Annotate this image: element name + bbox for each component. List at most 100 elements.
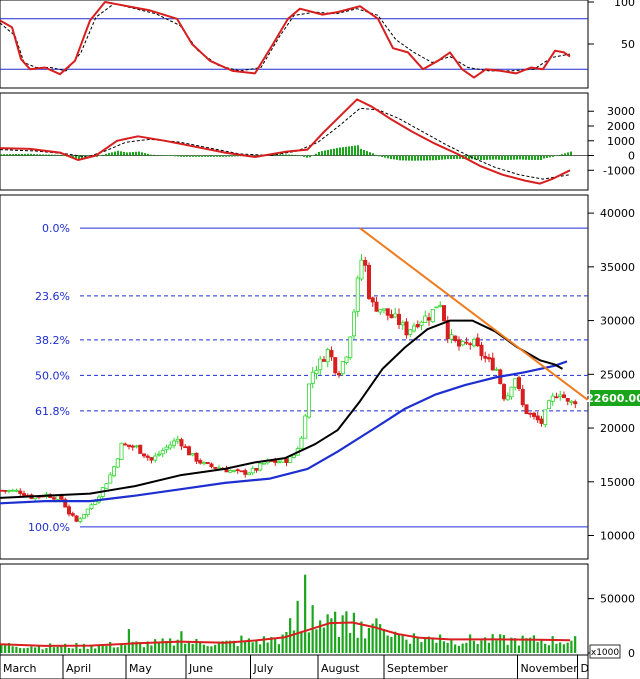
volume-bar xyxy=(544,643,547,653)
candle-body xyxy=(344,356,349,363)
volume-bar xyxy=(487,642,490,653)
macd-histogram-bar xyxy=(519,155,521,160)
macd-histogram-bar xyxy=(357,145,359,156)
candle-body xyxy=(231,470,236,472)
macd-histogram-bar xyxy=(366,151,368,156)
macd-histogram-bar xyxy=(492,155,494,160)
volume-tick-label: 50000 xyxy=(600,593,635,606)
macd-histogram-bar xyxy=(336,148,338,156)
volume-bar xyxy=(7,642,10,653)
volume-bar xyxy=(495,640,498,653)
volume-bar xyxy=(334,611,337,653)
price-tag-label: 22600.00 xyxy=(586,392,640,405)
macd-histogram-bar xyxy=(3,154,5,156)
candle-body xyxy=(104,483,109,489)
volume-bar xyxy=(232,640,235,653)
candle-body xyxy=(400,322,405,326)
volume-bar xyxy=(206,646,209,653)
volume-bar xyxy=(375,618,378,653)
volume-bar xyxy=(150,645,153,653)
candle-body xyxy=(359,259,364,280)
volume-bar xyxy=(352,612,355,653)
macd-histogram-bar xyxy=(198,155,200,157)
candle-body xyxy=(396,313,401,326)
macd-histogram-bar xyxy=(177,155,179,157)
candle-body xyxy=(138,444,143,454)
candle-body xyxy=(393,313,398,318)
macd-histogram-bar xyxy=(213,155,215,157)
candle-body xyxy=(235,469,240,472)
volume-bar xyxy=(52,647,55,653)
macd-histogram-bar xyxy=(126,152,128,156)
macd-histogram-bar xyxy=(111,152,113,156)
volume-bar xyxy=(97,645,100,653)
volume-bar xyxy=(22,648,25,653)
macd-histogram-bar xyxy=(351,146,353,156)
volume-bar xyxy=(574,636,577,653)
macd-histogram-bar xyxy=(63,155,65,157)
volume-bar xyxy=(532,635,535,653)
macd-histogram-bar xyxy=(273,154,275,156)
volume-bar xyxy=(262,636,265,653)
macd-histogram-bar xyxy=(0,154,2,156)
candle-body xyxy=(325,349,330,363)
macd-histogram-bar xyxy=(12,154,14,156)
volume-bar xyxy=(416,638,419,653)
macd-histogram-bar xyxy=(288,154,290,156)
candle-body xyxy=(149,457,154,461)
volume-bar xyxy=(30,646,33,653)
volume-bar xyxy=(397,634,400,653)
macd-histogram-bar xyxy=(156,154,158,156)
candle-body xyxy=(363,260,368,266)
macd-histogram-bar xyxy=(99,155,101,157)
candle-body xyxy=(198,460,203,464)
macd-histogram-bar xyxy=(201,155,203,157)
candle-body xyxy=(171,440,176,446)
volume-bar xyxy=(221,641,224,653)
candle-body xyxy=(67,506,72,515)
macd-histogram-bar xyxy=(237,155,239,157)
candle-body xyxy=(134,445,139,448)
volume-bar xyxy=(60,645,63,653)
volume-scale-box xyxy=(589,644,621,659)
macd-histogram-bar xyxy=(567,152,569,156)
candle-body xyxy=(273,460,278,463)
macd-histogram-bar xyxy=(15,153,17,156)
volume-bar xyxy=(476,644,479,653)
candle-body xyxy=(89,504,94,509)
macd-histogram-bar xyxy=(453,155,455,159)
volume-bar xyxy=(330,618,333,653)
macd-histogram-bar xyxy=(432,155,434,161)
candle-body xyxy=(558,394,563,398)
macd-histogram-bar xyxy=(405,155,407,161)
macd-histogram-bar xyxy=(54,154,56,156)
macd-histogram-bar xyxy=(402,155,404,161)
macd-histogram-bar xyxy=(165,155,167,157)
candle-body xyxy=(201,462,206,465)
volume-bar xyxy=(405,639,408,653)
volume-bar xyxy=(187,641,190,653)
macd-histogram-bar xyxy=(450,155,452,160)
volume-bar xyxy=(79,648,82,653)
candle-body xyxy=(209,463,214,468)
candle-body xyxy=(547,400,552,410)
candle-body xyxy=(70,513,75,516)
macd-histogram-bar xyxy=(411,155,413,161)
macd-histogram-bar xyxy=(204,155,206,157)
candle-body xyxy=(453,335,458,341)
volume-bar xyxy=(465,642,468,653)
volume-bar xyxy=(15,646,18,653)
volume-bar xyxy=(277,644,280,653)
volume-bar xyxy=(360,621,363,653)
x-axis-strip xyxy=(0,654,589,679)
volume-ma-line xyxy=(0,621,571,647)
candle-body xyxy=(93,501,98,505)
volume-bar xyxy=(94,648,97,653)
macd-histogram-bar xyxy=(468,155,470,160)
volume-bar xyxy=(191,644,194,653)
volume-bar xyxy=(161,638,164,653)
volume-bar xyxy=(135,641,138,653)
candle-body xyxy=(321,359,326,362)
volume-bar xyxy=(382,629,385,653)
macd-histogram-bar xyxy=(456,155,458,159)
